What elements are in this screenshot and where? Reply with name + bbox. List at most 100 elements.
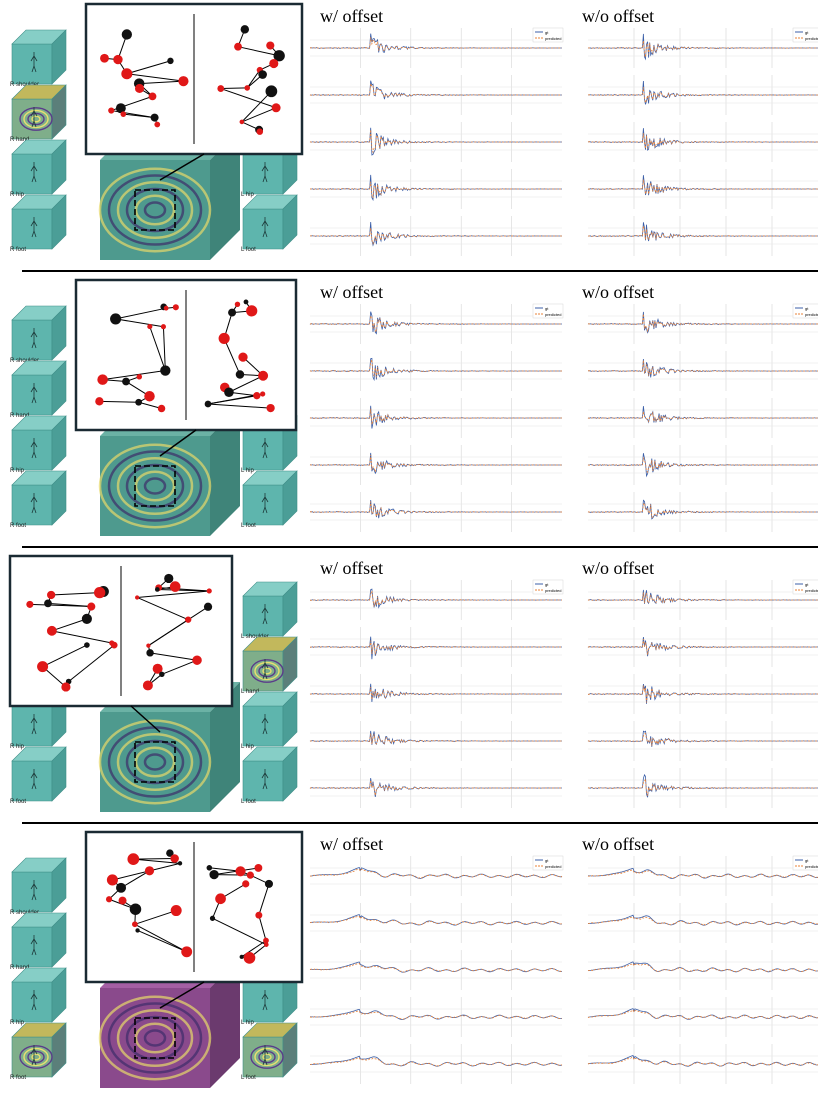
signal-row xyxy=(309,856,563,896)
legend-predicted: predicted xyxy=(805,36,818,41)
joint-marker xyxy=(94,586,106,599)
gt-line xyxy=(587,128,818,151)
predicted-line xyxy=(309,454,562,474)
joint-cube: R hand xyxy=(10,360,67,419)
joint-marker xyxy=(129,903,142,915)
signal-row xyxy=(587,1044,818,1084)
joint-marker xyxy=(172,304,179,311)
joint-marker xyxy=(121,68,133,80)
joint-marker xyxy=(127,853,140,865)
joint-marker xyxy=(206,865,213,871)
signal-row xyxy=(587,492,818,532)
signal-row xyxy=(587,627,818,667)
predicted-line xyxy=(309,129,562,154)
joint-label: R hand xyxy=(10,965,29,971)
predicted-line xyxy=(588,86,818,105)
gt-line xyxy=(587,730,818,747)
result-panel: R hip R foot L shoulder L hand L hip L foot gt… xyxy=(0,552,818,828)
joint-label: R shoulder xyxy=(10,910,39,916)
skeleton xyxy=(217,25,285,135)
joint-marker xyxy=(238,352,248,362)
signal-row xyxy=(587,75,818,115)
joint-marker xyxy=(258,370,269,381)
joint-marker xyxy=(160,324,166,330)
gt-line xyxy=(309,405,562,429)
gt-line xyxy=(587,80,818,105)
legend-gt: gt xyxy=(805,30,809,35)
signal-row xyxy=(309,75,562,115)
signal-row xyxy=(587,398,818,438)
legend-gt: gt xyxy=(545,858,549,863)
joint-cube: R foot xyxy=(10,1022,67,1081)
signal-row xyxy=(587,903,818,943)
joint-marker xyxy=(264,879,273,888)
predicted-line xyxy=(309,687,562,700)
skeleton-inset xyxy=(74,278,298,432)
joint-marker xyxy=(159,671,165,678)
legend-gt: gt xyxy=(805,306,809,311)
predicted-line xyxy=(309,868,563,879)
joint-marker xyxy=(146,649,154,657)
panel-graphics: R shoulder R hand R hip R foot L hip L foot gt… xyxy=(10,2,818,260)
joint-marker xyxy=(163,305,169,311)
joint-marker xyxy=(266,41,275,50)
legend-predicted: predicted xyxy=(545,36,561,41)
joint-label: L shoulder xyxy=(241,634,269,640)
predicted-line xyxy=(309,915,563,926)
joint-marker xyxy=(218,332,230,344)
skeleton xyxy=(135,573,213,691)
joint-cube: L hip xyxy=(241,691,298,750)
joint-marker xyxy=(263,942,269,947)
joint-marker xyxy=(152,663,163,674)
joint-marker xyxy=(269,58,279,69)
skeleton-inset xyxy=(8,554,234,708)
joint-label: R shoulder xyxy=(10,82,39,88)
signal-row xyxy=(587,721,818,761)
joint-marker xyxy=(266,403,275,413)
joint-marker xyxy=(100,53,109,63)
joint-marker xyxy=(239,119,245,125)
joint-label: R hand xyxy=(10,137,29,143)
legend-predicted: predicted xyxy=(805,312,818,317)
legend-gt: gt xyxy=(545,306,549,311)
predicted-line xyxy=(309,962,563,973)
joint-cube: R hip xyxy=(10,139,67,198)
joint-marker xyxy=(108,107,115,114)
skeleton-inset xyxy=(84,830,304,984)
predicted-line xyxy=(587,179,818,195)
legend-predicted: predicted xyxy=(805,588,818,593)
predicted-line xyxy=(309,181,562,199)
panel-graphics: R shoulder R hand R hip R foot L hip L foot gt… xyxy=(10,278,818,536)
joint-marker xyxy=(209,869,219,880)
predicted-line xyxy=(309,358,562,378)
joint-cube: R hand xyxy=(10,912,67,971)
gt-line xyxy=(309,33,562,53)
signal-row xyxy=(309,398,562,438)
joint-marker xyxy=(134,83,145,93)
predicted-line xyxy=(587,869,818,879)
legend-gt: gt xyxy=(805,582,809,587)
gt-line xyxy=(309,867,563,879)
predicted-line xyxy=(587,502,818,518)
joint-marker xyxy=(177,861,183,866)
predicted-line xyxy=(309,83,562,99)
predicted-line xyxy=(309,314,562,333)
panel-separator xyxy=(22,546,818,548)
joint-label: R hip xyxy=(10,1020,25,1026)
joint-cube: R shoulder xyxy=(10,857,67,916)
title-with-offset: w/ offset xyxy=(320,558,384,578)
signal-row xyxy=(309,304,562,344)
signal-row xyxy=(309,721,562,761)
joint-marker xyxy=(46,625,57,636)
joint-marker xyxy=(120,111,127,117)
title-with-offset: w/ offset xyxy=(320,6,384,26)
joint-cube: L hand xyxy=(241,636,298,695)
joint-marker xyxy=(97,374,108,385)
joint-marker xyxy=(135,595,140,600)
signal-row xyxy=(587,445,818,485)
joint-marker xyxy=(246,305,258,317)
joint-marker xyxy=(242,880,250,888)
